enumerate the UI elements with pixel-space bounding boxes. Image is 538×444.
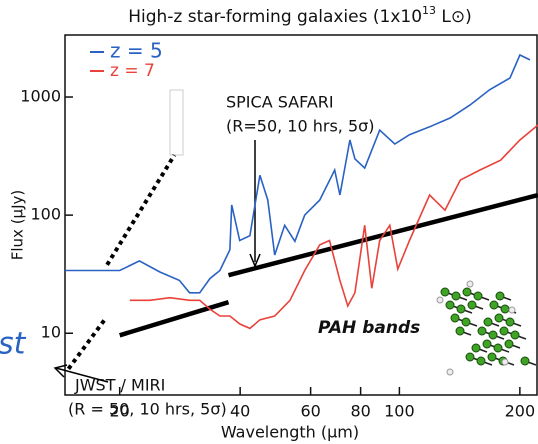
x-tick-label: 100 <box>384 402 415 421</box>
x-tick-label: 40 <box>230 402 250 421</box>
x-tick-label: 60 <box>300 402 320 421</box>
x-axis-label: Wavelength (µm) <box>221 423 359 442</box>
atom <box>446 301 454 309</box>
atom <box>484 318 492 326</box>
atom <box>494 344 502 352</box>
title-end: L⊙) <box>436 7 472 27</box>
annotation: (R = 50, 10 hrs, 5σ) <box>68 400 227 419</box>
atom <box>452 292 460 300</box>
atom <box>451 314 459 322</box>
annotation: SPICA SAFARI <box>226 93 334 112</box>
sensitivity-line <box>107 155 174 265</box>
y-tick-label: 10 <box>41 323 61 342</box>
atom-h <box>502 359 508 365</box>
sensitivity-line <box>69 320 105 369</box>
atom <box>496 292 504 300</box>
atom <box>472 344 480 352</box>
atom <box>489 331 497 339</box>
legend-label: z = 7 <box>110 61 155 81</box>
annotation: st <box>0 327 27 362</box>
y-tick-label: 100 <box>30 205 61 224</box>
title-main: High-z star-forming galaxies (1x10 <box>128 7 422 27</box>
chart: High-z star-forming galaxies (1x1013 L⊙)… <box>0 0 538 444</box>
x-tick-label: 200 <box>505 402 536 421</box>
atom <box>441 288 449 296</box>
annotation: (R=50, 10 hrs, 5σ) <box>226 117 375 136</box>
atom <box>478 327 486 335</box>
atom <box>511 331 519 339</box>
molecule-icon <box>437 281 536 375</box>
x-tick-label: 80 <box>350 402 370 421</box>
atom <box>483 340 491 348</box>
atom <box>495 314 503 322</box>
y-tick-label: 1000 <box>20 87 61 106</box>
title-sup: 13 <box>422 4 436 17</box>
legend-label: z = 5 <box>110 39 163 63</box>
y-axis-label: Flux (µJy) <box>9 190 27 261</box>
atom-h <box>437 297 443 303</box>
chart-title: High-z star-forming galaxies (1x1013 L⊙) <box>128 4 472 27</box>
blank-box <box>170 90 183 155</box>
atom <box>521 357 529 365</box>
atom-h <box>447 369 453 375</box>
atom <box>501 305 509 313</box>
atom <box>474 292 482 300</box>
atom <box>500 327 508 335</box>
atom <box>477 357 485 365</box>
atom <box>466 353 474 361</box>
atom <box>505 340 513 348</box>
atom <box>468 301 476 309</box>
atom <box>456 327 464 335</box>
sensitivity-line <box>120 302 229 335</box>
atom-h <box>467 281 473 287</box>
atom <box>457 305 465 313</box>
atom <box>490 301 498 309</box>
x-tick-label: 20 <box>110 402 130 421</box>
atom <box>488 353 496 361</box>
atom-h <box>509 307 515 313</box>
annotation: PAH bands <box>318 318 420 338</box>
atom <box>463 288 471 296</box>
atom <box>506 318 514 326</box>
atom <box>462 318 470 326</box>
